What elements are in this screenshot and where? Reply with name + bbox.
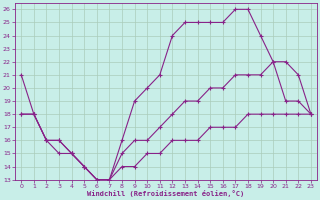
X-axis label: Windchill (Refroidissement éolien,°C): Windchill (Refroidissement éolien,°C): [87, 190, 245, 197]
